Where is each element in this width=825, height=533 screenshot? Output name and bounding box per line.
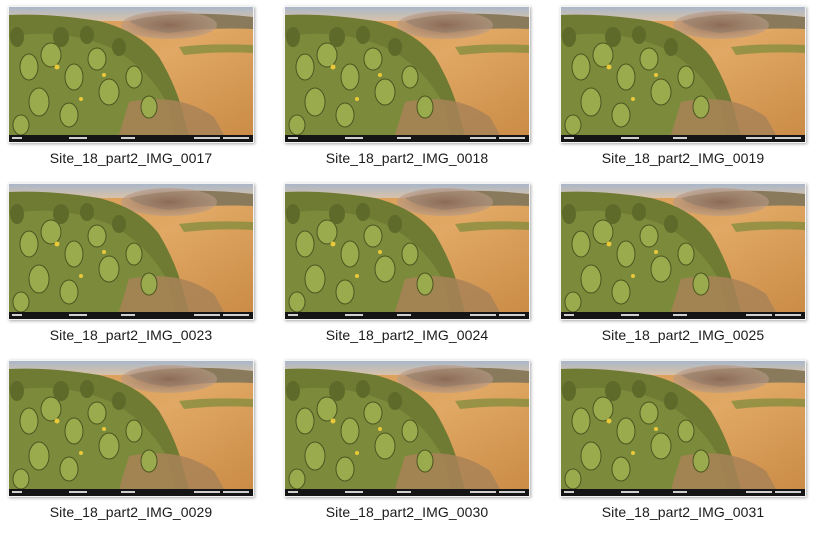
- thumbnail-frame: [560, 360, 806, 497]
- file-name-label[interactable]: Site_18_part2_IMG_0029: [49, 504, 213, 520]
- cactus-photo-thumbnail: [561, 184, 805, 319]
- file-item[interactable]: Site_18_part2_IMG_0023: [0, 177, 270, 353]
- image-thumbnail[interactable]: [9, 184, 253, 319]
- file-item[interactable]: Site_18_part2_IMG_0030: [276, 354, 546, 530]
- thumbnail-frame: [560, 6, 806, 143]
- image-thumbnail[interactable]: [9, 7, 253, 142]
- thumbnail-frame: [284, 360, 530, 497]
- image-thumbnail[interactable]: [561, 361, 805, 496]
- thumbnail-frame: [8, 6, 254, 143]
- thumbnail-frame: [8, 360, 254, 497]
- file-name-label[interactable]: Site_18_part2_IMG_0018: [325, 150, 489, 166]
- file-item[interactable]: Site_18_part2_IMG_0019: [552, 0, 822, 176]
- image-thumbnail[interactable]: [561, 184, 805, 319]
- cactus-photo-thumbnail: [285, 361, 529, 496]
- file-item[interactable]: Site_18_part2_IMG_0017: [0, 0, 270, 176]
- file-item[interactable]: Site_18_part2_IMG_0018: [276, 0, 546, 176]
- cactus-photo-thumbnail: [285, 7, 529, 142]
- file-name-label[interactable]: Site_18_part2_IMG_0017: [49, 150, 213, 166]
- image-thumbnail[interactable]: [285, 184, 529, 319]
- image-thumbnail[interactable]: [561, 7, 805, 142]
- thumbnail-frame: [284, 6, 530, 143]
- image-thumbnail[interactable]: [9, 361, 253, 496]
- thumbnail-frame: [8, 183, 254, 320]
- image-thumbnail[interactable]: [285, 361, 529, 496]
- file-name-label[interactable]: Site_18_part2_IMG_0019: [601, 150, 765, 166]
- thumbnail-frame: [284, 183, 530, 320]
- file-item[interactable]: Site_18_part2_IMG_0031: [552, 354, 822, 530]
- image-thumbnail[interactable]: [285, 7, 529, 142]
- cactus-photo-thumbnail: [561, 7, 805, 142]
- file-name-label[interactable]: Site_18_part2_IMG_0030: [325, 504, 489, 520]
- file-name-label[interactable]: Site_18_part2_IMG_0024: [325, 327, 489, 343]
- cactus-photo-thumbnail: [561, 361, 805, 496]
- cactus-photo-thumbnail: [9, 7, 253, 142]
- cactus-photo-thumbnail: [9, 184, 253, 319]
- file-name-label[interactable]: Site_18_part2_IMG_0025: [601, 327, 765, 343]
- file-item[interactable]: Site_18_part2_IMG_0024: [276, 177, 546, 353]
- file-name-label[interactable]: Site_18_part2_IMG_0023: [49, 327, 213, 343]
- file-item[interactable]: Site_18_part2_IMG_0025: [552, 177, 822, 353]
- cactus-photo-thumbnail: [9, 361, 253, 496]
- file-name-label[interactable]: Site_18_part2_IMG_0031: [601, 504, 765, 520]
- cactus-photo-thumbnail: [285, 184, 529, 319]
- file-item[interactable]: Site_18_part2_IMG_0029: [0, 354, 270, 530]
- thumbnail-frame: [560, 183, 806, 320]
